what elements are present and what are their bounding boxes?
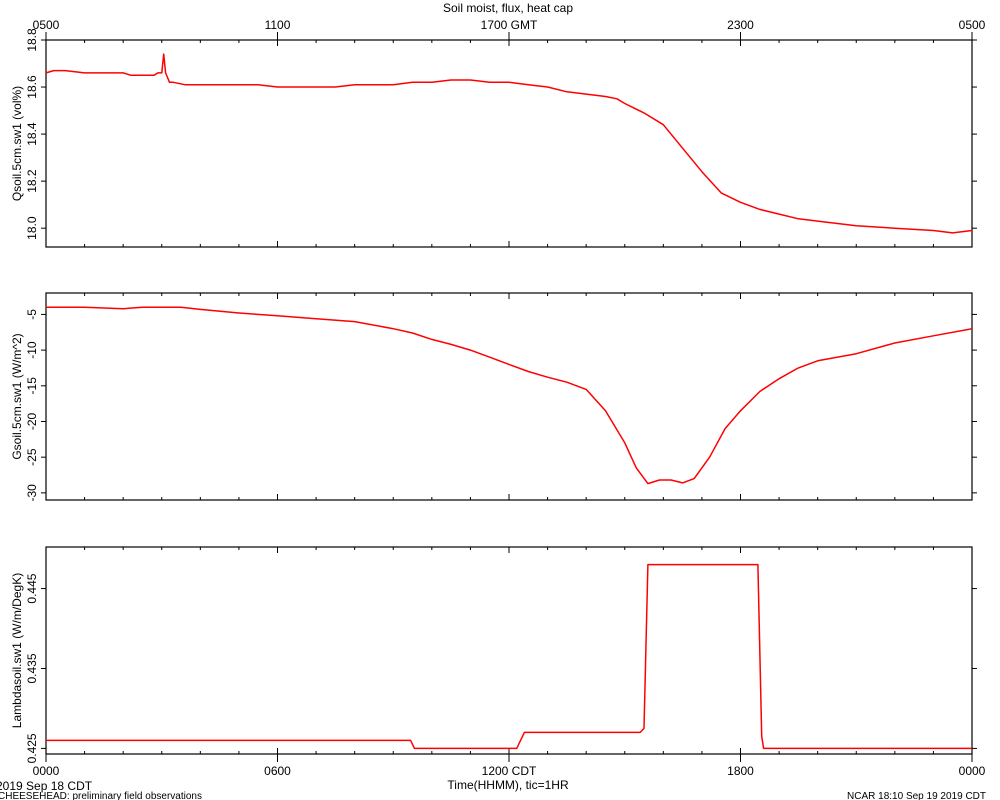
y-tick-label: 18.0 — [25, 216, 39, 240]
y-tick-label: -20 — [25, 412, 39, 430]
y-axis-label: Qsoil.5cm.sw1 (vol%) — [10, 86, 24, 201]
bottom-tick-label: 1800 — [727, 764, 754, 778]
panel-1: 18.0 18.2 18.4 18.6 18.8 Qsoil.5cm.sw1 (vol%) — [10, 28, 977, 248]
panels: 18.0 18.2 18.4 18.6 18.8 Qsoil.5cm.sw1 (vol%)… — [10, 28, 977, 763]
panel-2: -5 -10 -15 -20 -25 -30 Gsoil.5cm.sw1 (W/m^2) — [10, 292, 977, 502]
bottom-tick-label: 0600 — [264, 764, 291, 778]
top-tick-label: 0500 — [33, 18, 60, 32]
y-axis-label: Gsoil.5cm.sw1 (W/m^2) — [10, 333, 24, 459]
y-tick-label: 0.435 — [25, 653, 39, 683]
y-tick-label: 0.425 — [25, 733, 39, 763]
bottom-tick-label: 0000 — [33, 764, 60, 778]
panel-frame — [45, 546, 973, 755]
top-tick-label: 2300 — [727, 18, 754, 32]
footer-left: CHEESEHEAD: preliminary field observatio… — [0, 791, 202, 800]
series-line — [46, 306, 973, 485]
top-tick-label: 1100 — [265, 18, 291, 32]
y-tick-label: 18.8 — [25, 28, 39, 52]
series-line — [46, 563, 972, 750]
y-tick-label: 18.6 — [25, 75, 39, 99]
bottom-axis: 0000 0600 1200 CDT 1800 0000 — [33, 754, 986, 778]
chart-title: Soil moist, flux, heat cap — [443, 1, 573, 15]
panel-frame — [45, 292, 973, 501]
y-tick-label: -5 — [25, 309, 39, 320]
panel-frame — [45, 39, 973, 248]
y-tick-label: -15 — [25, 377, 39, 395]
y-tick-label: 18.2 — [25, 169, 39, 193]
top-tick-label: 1700 GMT — [481, 18, 538, 32]
bottom-tick-label: 0000 — [959, 764, 986, 778]
y-tick-label: 18.4 — [25, 122, 39, 146]
top-tick-label: 0500 — [959, 18, 986, 32]
series-line — [45, 53, 973, 234]
y-tick-label: -10 — [25, 341, 39, 359]
x-axis-label: Time(HHMM), tic=1HR — [447, 778, 569, 792]
bottom-tick-label: 1200 CDT — [482, 764, 537, 778]
footer-right: NCAR 18:10 Sep 19 2019 CDT — [847, 791, 986, 800]
y-axis-label: Lambdasoil.sw1 (W/m/DegK) — [10, 573, 24, 728]
y-tick-label: -25 — [25, 448, 39, 466]
top-axis: 0500 1100 1700 GMT 2300 0500 — [33, 18, 986, 40]
date-label: 2019 Sep 18 CDT — [0, 779, 93, 793]
y-tick-label: -30 — [25, 484, 39, 502]
y-tick-label: 0.445 — [25, 573, 39, 603]
